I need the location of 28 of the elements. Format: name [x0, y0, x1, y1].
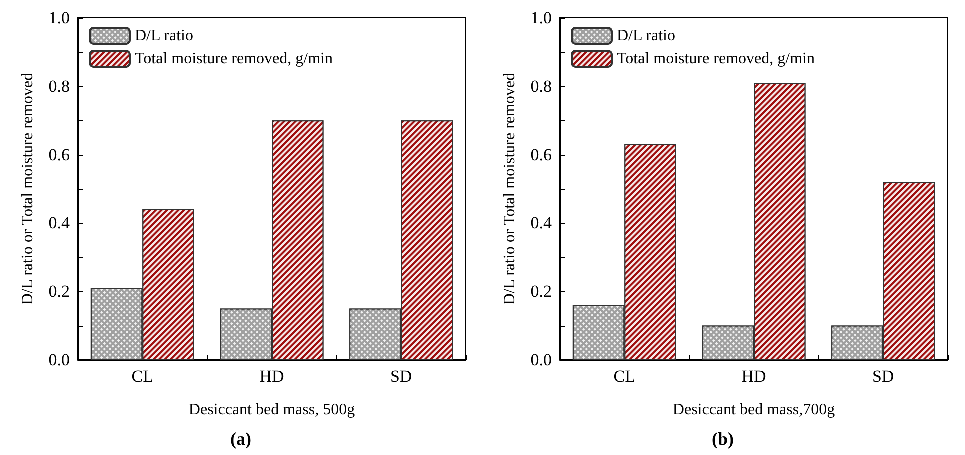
y-tick-label: 0.8: [48, 76, 70, 96]
legend-label: Total moisture removed, g/min: [135, 50, 333, 68]
y-tick-label: 1.0: [48, 8, 70, 28]
y-axis-title: D/L ratio or Total moisture removed: [20, 72, 36, 306]
y-tick-label: 0.2: [530, 282, 552, 302]
y-tick-label: 0.0: [530, 350, 552, 370]
legend-label: D/L ratio: [135, 28, 194, 44]
x-tick-label: CL: [132, 367, 154, 386]
y-tick-label: 0.0: [48, 350, 70, 370]
y-tick-label: 0.2: [48, 282, 70, 302]
text: (b): [712, 429, 734, 449]
x-tick-label: SD: [872, 367, 894, 386]
legend-label: D/L ratio: [617, 28, 676, 44]
y-tick-label: 0.4: [48, 214, 70, 233]
x-tick-label: HD: [742, 367, 766, 386]
y-tick-label: 0.6: [530, 145, 552, 164]
legend-label: Total moisture removed, g/min: [617, 50, 815, 68]
text: (a): [230, 429, 252, 449]
y-tick-label: 0.6: [48, 145, 70, 164]
y-axis-title: D/L ratio or Total moisture removed: [502, 72, 518, 306]
x-tick-label: CL: [614, 367, 636, 386]
y-tick-label: 1.0: [530, 8, 552, 28]
x-axis-title: Desiccant bed mass,700g: [672, 402, 836, 418]
x-axis-title: Desiccant bed mass, 500g: [188, 402, 356, 418]
x-tick-label: SD: [390, 367, 412, 386]
x-tick-label: HD: [260, 367, 284, 386]
y-tick-label: 0.8: [530, 76, 552, 96]
y-tick-label: 0.4: [530, 214, 552, 233]
